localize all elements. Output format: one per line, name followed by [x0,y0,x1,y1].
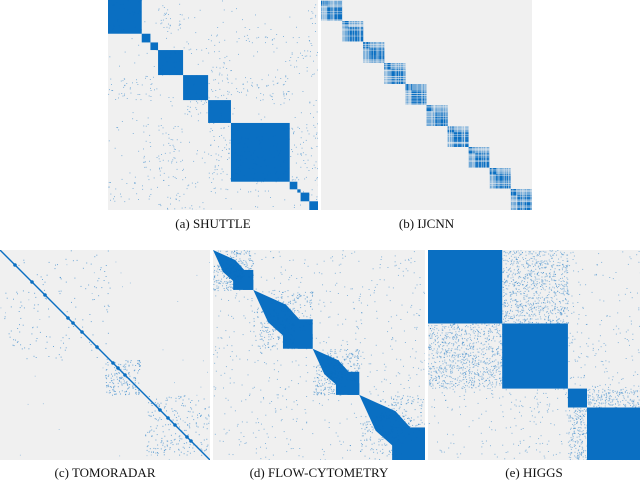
caption-tomoradar: (c) TOMORADAR [54,465,156,480]
matrix-panel-flow-cytometry [213,250,425,460]
caption-higgs: (e) HIGGS [505,465,563,480]
matrix-panel-ijcnn [321,0,532,210]
caption-ijcnn: (b) IJCNN [398,216,455,231]
matrix-panel-higgs [428,250,640,460]
caption-shuttle: (a) SHUTTLE [175,216,251,231]
matrix-panel-tomoradar [0,250,210,460]
higgs-sparsity-plot [428,250,640,460]
flow-cytometry-sparsity-plot [213,250,425,460]
shuttle-sparsity-plot [108,0,318,210]
ijcnn-sparsity-plot [321,0,532,210]
matrix-panel-shuttle [108,0,318,210]
caption-flow-cytometry: (d) FLOW-CYTOMETRY [249,465,389,480]
tomoradar-sparsity-plot [0,250,210,460]
